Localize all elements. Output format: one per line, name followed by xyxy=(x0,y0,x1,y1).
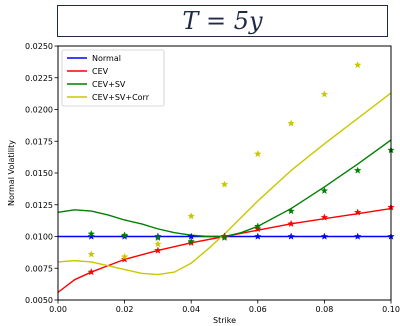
legend-label: CEV xyxy=(92,67,109,76)
marker-cev-sv xyxy=(254,222,262,230)
y-tick-label: 0.0225 xyxy=(25,74,53,83)
marker-cev xyxy=(120,255,129,263)
x-tick-label: 0.08 xyxy=(315,305,333,314)
chart-title: T = 5y xyxy=(182,7,263,35)
marker-cev xyxy=(87,268,96,276)
marker-cev-sv xyxy=(120,231,129,239)
marker-cev xyxy=(254,224,262,233)
marker-cev xyxy=(353,208,362,216)
x-axis-title: Strike xyxy=(213,316,236,325)
series-line-cev xyxy=(58,207,391,293)
marker-cev-sv-corr xyxy=(87,250,96,258)
x-tick-label: 0.10 xyxy=(382,305,400,314)
y-tick-label: 0.0250 xyxy=(25,42,53,51)
marker-cev-sv xyxy=(220,233,229,241)
marker-cev-sv xyxy=(353,166,362,174)
legend-label: CEV+SV+Corr xyxy=(92,93,150,102)
y-tick-label: 0.0175 xyxy=(25,137,53,146)
y-tick-label: 0.0050 xyxy=(25,296,53,305)
marker-cev-sv-corr xyxy=(120,252,129,261)
marker-cev-sv-corr xyxy=(220,180,229,188)
marker-cev-sv xyxy=(287,207,295,215)
legend-box xyxy=(61,49,165,107)
marker-cev-sv-corr xyxy=(154,240,162,248)
marker-normal xyxy=(87,232,96,240)
x-tick-label: 0.06 xyxy=(249,305,267,314)
marker-cev xyxy=(154,246,162,254)
marker-cev xyxy=(287,219,295,228)
chart-title-box: T = 5y xyxy=(57,5,388,37)
y-axis-title: Normal Volatility xyxy=(7,140,16,206)
marker-cev-sv xyxy=(154,233,162,241)
marker-cev xyxy=(320,213,329,221)
marker-cev-sv-corr xyxy=(353,61,362,69)
y-tick-label: 0.0075 xyxy=(25,264,53,273)
x-tick-label: 0.02 xyxy=(116,305,134,314)
legend: Normal CEV CEV+SV CEV+SV+Corr xyxy=(61,49,165,107)
legend-label: Normal xyxy=(92,54,121,63)
y-tick-label: 0.0125 xyxy=(25,201,53,210)
marker-cev-sv-corr xyxy=(320,90,329,98)
marker-cev-sv xyxy=(87,229,96,238)
marker-cev-sv-corr xyxy=(187,212,195,220)
marker-cev-sv-corr xyxy=(254,149,262,158)
marker-cev-sv xyxy=(187,237,195,245)
y-tick-label: 0.0200 xyxy=(25,106,53,115)
marker-normal xyxy=(287,232,295,240)
marker-normal xyxy=(353,232,362,240)
marker-normal xyxy=(320,232,329,240)
series-line-cev-sv-corr xyxy=(58,92,391,276)
marker-normal xyxy=(254,232,262,240)
marker-cev-sv-corr xyxy=(287,119,295,127)
legend-label: CEV+SV xyxy=(92,80,126,89)
x-tick-label: 0.00 xyxy=(49,305,67,314)
x-tick-label: 0.04 xyxy=(182,305,200,314)
marker-cev-sv xyxy=(320,186,329,194)
y-tick-label: 0.0100 xyxy=(25,233,53,242)
y-tick-label: 0.0150 xyxy=(25,169,53,178)
